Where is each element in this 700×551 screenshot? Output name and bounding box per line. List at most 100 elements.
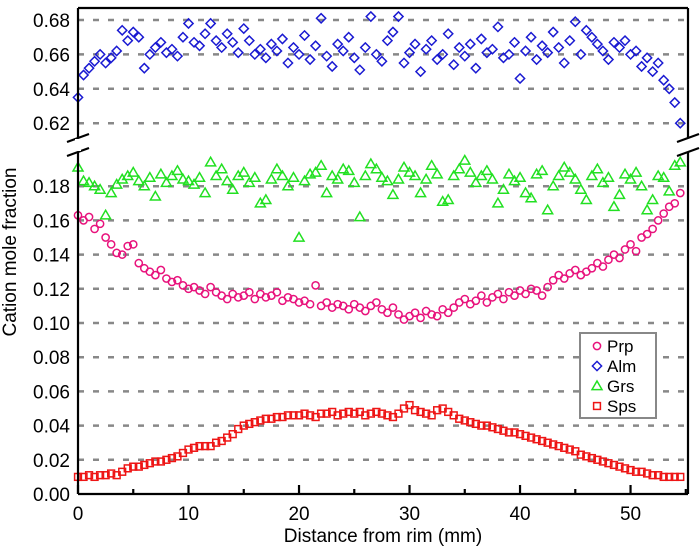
alm-point [309, 40, 322, 52]
alm-point [304, 53, 316, 66]
sps-point [659, 472, 668, 482]
grs-point [143, 171, 157, 182]
grs-point [121, 169, 135, 181]
alm-point [133, 31, 145, 43]
alm-point [265, 38, 278, 50]
sps-point [107, 469, 116, 478]
sps-point [676, 472, 685, 482]
prp-point [648, 224, 657, 234]
prp-point [532, 286, 541, 295]
alm-point [337, 45, 349, 57]
sps-point [432, 406, 442, 415]
sps-point [515, 430, 525, 439]
prp-point [416, 313, 425, 323]
prp-point [90, 224, 99, 234]
sps-point [609, 460, 619, 470]
sps-point [267, 414, 276, 423]
prp-point [173, 275, 182, 285]
sps-point [140, 460, 149, 470]
alm-point [558, 57, 570, 69]
sps-point [350, 409, 359, 418]
alm-point [282, 57, 294, 69]
alm-point [254, 43, 266, 55]
grs-point [204, 155, 217, 167]
sps-point [167, 453, 177, 463]
y-tick-label: 0.68 [33, 11, 70, 32]
alm-point [166, 43, 178, 55]
sps-point [372, 407, 381, 417]
y-axis-title: Cation mole fraction [0, 168, 21, 337]
grs-point [519, 186, 532, 198]
sps-point [421, 409, 431, 418]
alm-point [122, 34, 134, 47]
x-tick-label: 30 [399, 504, 420, 525]
grs-point [580, 193, 593, 205]
sps-point [598, 457, 608, 466]
grs-point [646, 193, 659, 205]
grs-point [458, 154, 472, 165]
grs-point [209, 169, 223, 181]
prp-point [250, 294, 260, 304]
y-tick-label: 0.18 [33, 177, 70, 198]
prp-point [548, 275, 558, 285]
grs-point [635, 179, 648, 191]
sps-point [278, 412, 287, 422]
alm-point [193, 40, 206, 52]
prp-point [305, 299, 315, 309]
series-prp [73, 188, 685, 324]
sps-point [184, 445, 193, 454]
grs-point [486, 172, 499, 184]
prp-point [283, 293, 293, 302]
sps-point [261, 414, 271, 423]
sps-point [582, 452, 591, 461]
alm-point [326, 60, 338, 73]
grs-point [662, 184, 676, 196]
grs-point [138, 179, 151, 191]
prp-point [499, 294, 508, 304]
grs-point [624, 172, 637, 184]
grs-point [171, 164, 184, 176]
grs-point [381, 174, 394, 186]
grs-point [452, 162, 466, 174]
grs-point [231, 169, 245, 181]
alm-point [348, 52, 360, 64]
alm-point [204, 17, 217, 30]
alm-point [519, 45, 532, 57]
grs-point [314, 159, 328, 171]
prp-point [432, 311, 442, 321]
x-tick-label: 0 [73, 504, 84, 525]
grs-point [154, 167, 168, 179]
grs-point [530, 167, 543, 179]
sps-point [477, 421, 486, 430]
alm-point [88, 55, 101, 67]
legend-sps-icon [592, 401, 602, 411]
grs-point [629, 166, 643, 177]
x-tick-label: 40 [509, 504, 530, 525]
grs-point [370, 162, 383, 174]
prp-point [151, 270, 160, 280]
alm-point [111, 45, 123, 57]
prp-point [206, 282, 215, 292]
grs-point [513, 171, 527, 182]
prp-point [311, 281, 320, 290]
sps-point [488, 423, 497, 432]
alm-point [525, 31, 537, 43]
alm-point [464, 38, 476, 50]
grs-point [386, 188, 400, 200]
sps-point [245, 419, 254, 429]
tick-labels: 0 10 20 30 40 50 0.00 0.02 0.04 0.06 0.08 0.10 0.12 0… [33, 11, 641, 525]
legend-grs-icon [590, 379, 604, 391]
sps-point [283, 411, 293, 420]
sps-point [493, 424, 503, 434]
alm-point [182, 17, 195, 30]
axis-break-mark [66, 132, 90, 144]
sps-point [665, 472, 674, 482]
sps-point [654, 471, 663, 480]
alm-point [580, 24, 592, 36]
alm-point [658, 74, 670, 86]
grs-point [242, 176, 256, 188]
y-tick-label: 0.66 [33, 45, 70, 66]
prp-point [659, 209, 669, 218]
alm-point [508, 36, 521, 49]
